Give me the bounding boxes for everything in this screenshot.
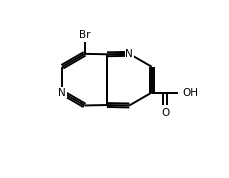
Text: N: N — [58, 88, 66, 98]
Text: N: N — [125, 49, 133, 59]
Text: O: O — [160, 108, 169, 118]
Text: OH: OH — [181, 88, 197, 98]
Text: Br: Br — [79, 30, 90, 40]
